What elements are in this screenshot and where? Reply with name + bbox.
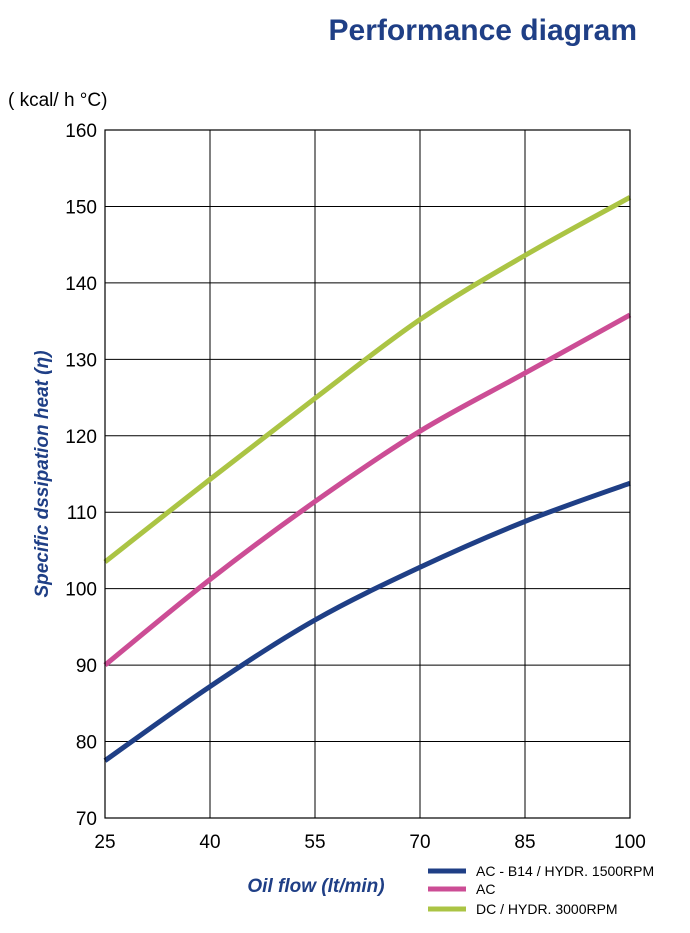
series-line-2 — [103, 312, 632, 668]
x-axis-label: Oil flow (lt/min) — [247, 876, 384, 897]
x-tick-label: 100 — [614, 832, 646, 853]
x-tick-label: 25 — [94, 832, 115, 853]
plot-area — [105, 130, 630, 818]
legend-label: AC - B14 / HYDR. 1500RPM — [476, 863, 654, 879]
legend: AC - B14 / HYDR. 1500RPM AC DC / HYDR. 300… — [428, 863, 654, 917]
chart-title: Performance diagram — [329, 14, 637, 47]
legend-label: DC / HYDR. 3000RPM — [476, 901, 618, 917]
series-line-3 — [103, 195, 632, 564]
y-tick-labels: 70 80 90 100 110 120 130 140 150 160 — [65, 121, 97, 830]
x-tick-label: 55 — [304, 832, 325, 853]
y-tick-label: 90 — [76, 656, 97, 677]
x-tick-label: 70 — [409, 832, 430, 853]
y-tick-label: 100 — [65, 580, 97, 601]
y-axis-label: Specific dssipation heat (η) — [32, 350, 53, 597]
y-tick-label: 140 — [65, 274, 97, 295]
y-unit-label: ( kcal/ h °C) — [8, 90, 107, 111]
series-line-1 — [103, 480, 631, 763]
x-tick-label: 85 — [514, 832, 535, 853]
y-tick-label: 120 — [65, 427, 97, 448]
y-tick-label: 70 — [76, 809, 97, 830]
plot-frame — [104, 129, 631, 819]
y-tick-label: 110 — [67, 503, 97, 524]
x-tick-labels: 25 40 55 70 85 100 — [94, 832, 645, 853]
y-tick-label: 150 — [65, 197, 97, 218]
y-tick-label: 130 — [65, 350, 97, 371]
x-tick-label: 40 — [199, 832, 220, 853]
series-lines — [103, 195, 632, 763]
y-tick-label: 160 — [65, 121, 97, 142]
legend-label: AC — [476, 881, 495, 897]
y-tick-label: 80 — [76, 733, 97, 754]
